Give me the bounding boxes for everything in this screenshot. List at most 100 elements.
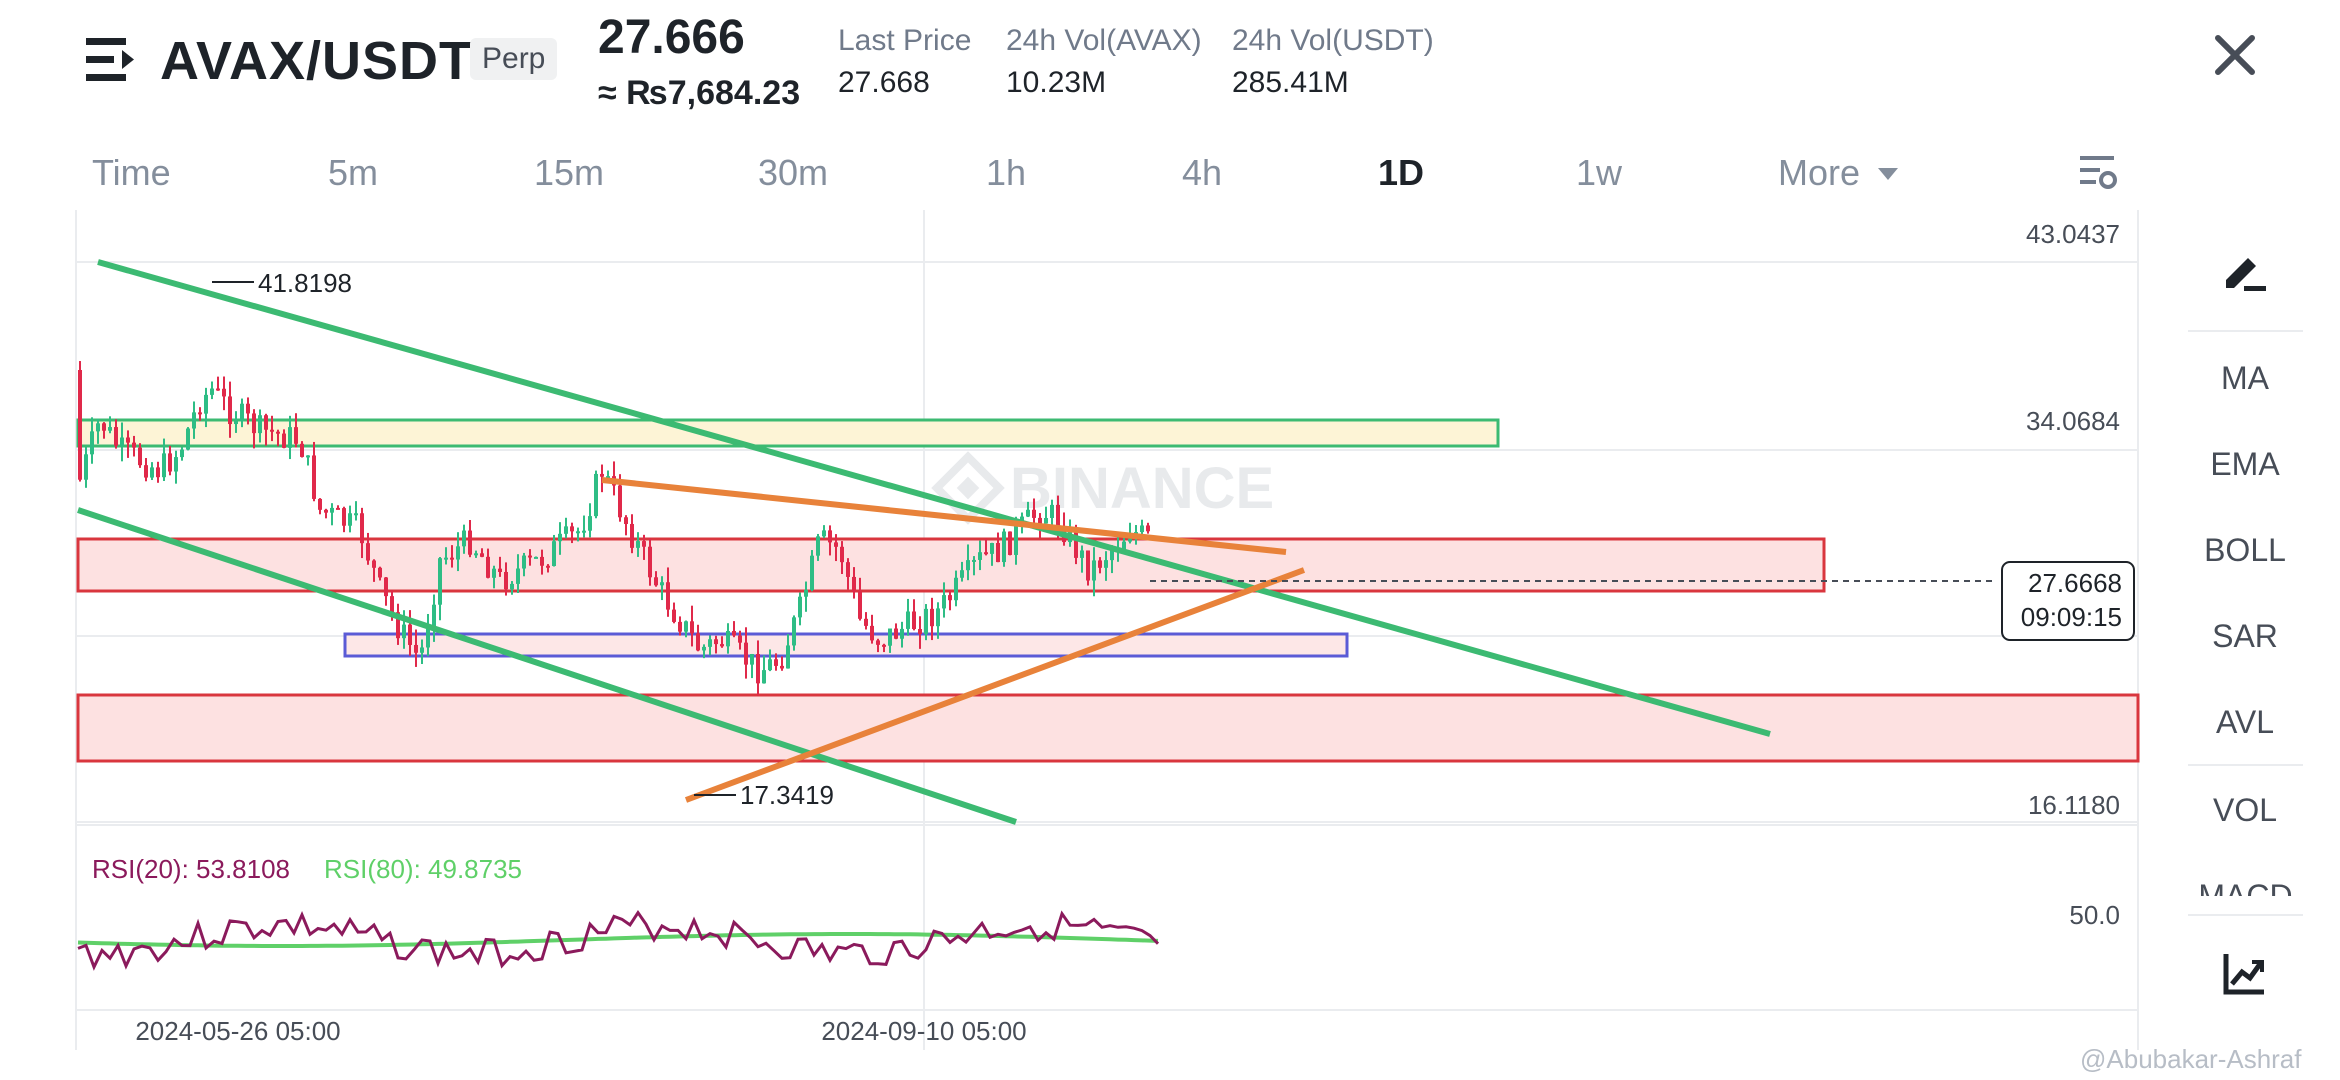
candle-body [972, 559, 976, 562]
candle-body [606, 476, 610, 479]
indicator-chart-icon[interactable] [2222, 952, 2266, 996]
candle-body [858, 591, 862, 619]
tool-ma[interactable]: MA [2221, 360, 2269, 396]
tab-5m[interactable]: 5m [328, 152, 379, 193]
candle-body [684, 621, 688, 632]
candle-body [1002, 531, 1006, 563]
candle-body [918, 629, 922, 634]
candle-body [504, 571, 508, 590]
tab-1w[interactable]: 1w [1576, 152, 1623, 193]
low-label: 17.3419 [740, 780, 834, 810]
candle-body [174, 457, 178, 472]
pair-title[interactable]: AVAX/USDT [160, 31, 474, 91]
tool-vol[interactable]: VOL [2212, 792, 2278, 828]
candle-body [894, 628, 898, 639]
current-price-tag: 27.6668 [2028, 568, 2122, 598]
candle-body [744, 642, 748, 665]
tool-macd[interactable]: MACD [2188, 880, 2303, 896]
candle-body [162, 453, 166, 478]
candle-body [1014, 525, 1018, 555]
candle-body [1086, 550, 1090, 581]
candle-body [540, 556, 544, 566]
close-icon[interactable] [2210, 30, 2260, 80]
candle-body [426, 628, 430, 648]
candle-body [864, 618, 868, 626]
menu-icon[interactable] [86, 36, 138, 84]
candle-body [510, 583, 514, 590]
candle-body [660, 582, 664, 586]
candle-body [282, 433, 286, 448]
candle-body [1146, 525, 1150, 532]
candle-body [462, 530, 466, 547]
candle-body [822, 530, 826, 537]
tool-sar[interactable]: SAR [2212, 618, 2278, 654]
tab-1d[interactable]: 1D [1378, 152, 1425, 193]
draw-tool-icon[interactable] [2222, 250, 2268, 292]
caret-down-icon [1878, 168, 1899, 181]
candle-body [288, 427, 292, 448]
tool-boll[interactable]: BOLL [2204, 532, 2286, 568]
tab-1h[interactable]: 1h [986, 152, 1027, 193]
candle-body [642, 541, 646, 547]
tool-avl[interactable]: AVL [2215, 704, 2275, 740]
vol-usdt-value: 285.41M [1232, 66, 1349, 99]
tab-time[interactable]: Time [92, 152, 171, 193]
candle-body [108, 427, 112, 431]
orange-support [684, 567, 1306, 803]
candle-body [474, 553, 478, 556]
vol-avax-value: 10.23M [1006, 66, 1107, 99]
candle-body [216, 388, 220, 391]
candle-body [558, 533, 562, 542]
candle-body [186, 428, 190, 450]
rsi80-line [77, 932, 1159, 948]
candle-body [240, 403, 244, 422]
candle-body [168, 453, 172, 472]
candle-body [552, 541, 556, 567]
time-axis-label-2: 2024-09-10 05:00 [821, 1016, 1026, 1046]
candle-body [180, 449, 184, 458]
candle-body [924, 608, 928, 634]
candle-body [492, 568, 496, 578]
candle-body [816, 536, 820, 556]
candle-body [900, 628, 904, 639]
green-channel-upper [97, 259, 1771, 737]
candle-body [420, 647, 424, 653]
tab-30m[interactable]: 30m [758, 152, 829, 193]
candle-body [738, 635, 742, 643]
candle-body [624, 517, 628, 524]
candle-body [528, 555, 532, 558]
tab-more[interactable]: More [1778, 152, 1899, 194]
candle-body [870, 625, 874, 641]
tool-macd-clip: MACD [2188, 880, 2303, 896]
candle-body [84, 454, 88, 480]
rsi20-line [77, 910, 1160, 971]
price-chart[interactable]: BINANCE 41.8198 17.3419 27.6668 09:09:15… [0, 210, 2160, 1080]
candle-body [828, 530, 832, 543]
candle-body [234, 421, 238, 425]
last-price-value: 27.668 [838, 66, 930, 99]
candle-body [438, 558, 442, 605]
candle-body [204, 394, 208, 414]
candle-body [630, 523, 634, 548]
candle-body [720, 644, 724, 647]
high-label: 41.8198 [258, 268, 352, 298]
candle-body [198, 412, 202, 415]
tab-4h[interactable]: 4h [1182, 152, 1223, 193]
candle-body [996, 543, 1000, 563]
candle-body [768, 659, 772, 671]
candle-body [600, 473, 604, 477]
candle-body [882, 644, 886, 647]
tab-15m[interactable]: 15m [534, 152, 605, 193]
tool-ema[interactable]: EMA [2210, 446, 2280, 482]
candle-body [534, 556, 538, 559]
candle-body [210, 388, 214, 395]
candle-body [618, 485, 622, 518]
candle-body [1056, 504, 1060, 527]
chart-settings-icon[interactable] [2078, 152, 2118, 192]
candle-body [1008, 531, 1012, 555]
candle-body [732, 631, 736, 636]
candle-body [564, 526, 568, 534]
candle-body [90, 431, 94, 455]
candle-body [930, 608, 934, 627]
candle-body [852, 576, 856, 592]
